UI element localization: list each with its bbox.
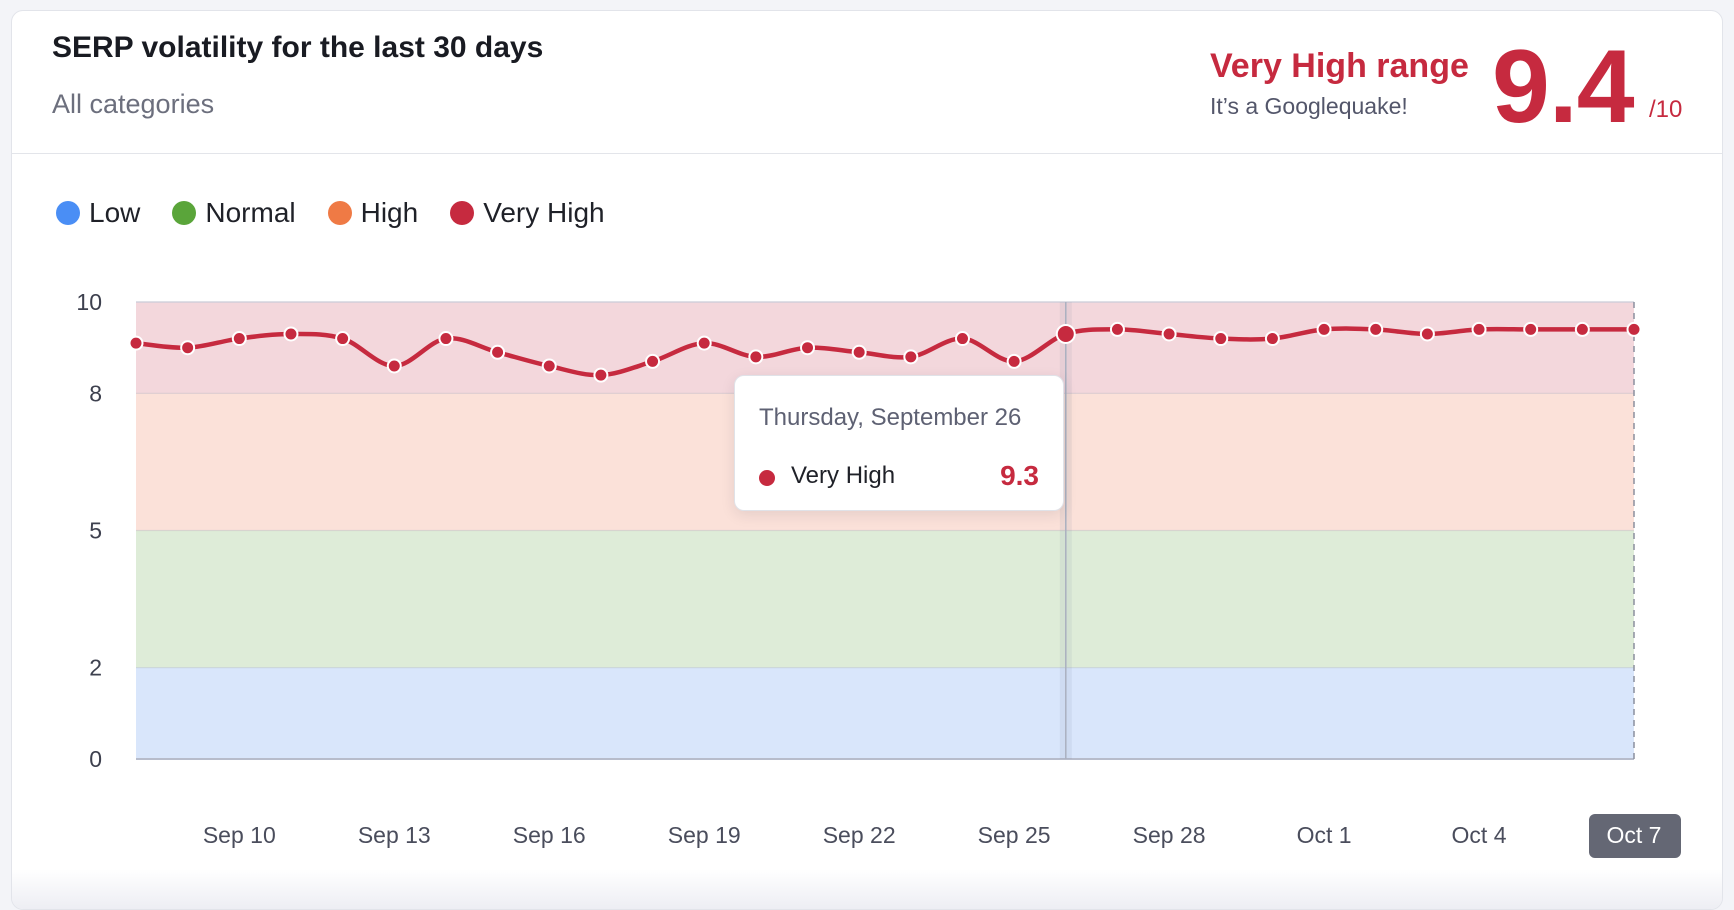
data-point	[1574, 321, 1590, 337]
y-tick-label: 10	[76, 289, 102, 315]
legend-dot-icon	[172, 201, 197, 225]
legend-label: Low	[89, 197, 141, 228]
data-point	[180, 340, 196, 356]
data-point	[231, 331, 247, 347]
chart-tooltip: Thursday, September 26 Very High 9.3	[734, 375, 1064, 511]
tooltip-series-dot-icon	[759, 470, 775, 486]
y-tick-label: 2	[89, 655, 102, 681]
legend-item-normal[interactable]: Normal	[172, 197, 296, 229]
legend-label: Very High	[483, 197, 605, 228]
volatility-card: SERP volatility for the last 30 days All…	[11, 10, 1723, 910]
data-point	[386, 358, 402, 374]
band-normal	[136, 530, 1634, 668]
x-tick-label: Oct 1	[1297, 822, 1352, 848]
range-description: It’s a Googlequake!	[1210, 93, 1408, 119]
data-point	[1055, 323, 1076, 344]
category-subtitle: All categories	[52, 89, 215, 119]
y-tick-label: 0	[89, 746, 102, 772]
data-point	[1471, 321, 1487, 337]
data-point	[335, 331, 351, 347]
x-tick-label: Oct 7	[1607, 822, 1662, 848]
legend-item-very-high[interactable]: Very High	[450, 197, 605, 229]
x-tick-label: Sep 28	[1133, 822, 1206, 848]
score-max: /10	[1649, 96, 1683, 123]
data-point	[541, 358, 557, 374]
x-tick-label: Oct 4	[1452, 822, 1507, 848]
x-tick-label: Sep 16	[513, 822, 586, 848]
data-point	[490, 344, 506, 360]
tooltip-value: 9.3	[1000, 460, 1039, 491]
x-tick-label: Sep 10	[203, 822, 276, 848]
tooltip-series-name: Very High	[791, 462, 896, 489]
range-label: Very High range	[1210, 47, 1469, 85]
chart-title: SERP volatility for the last 30 days	[52, 31, 544, 64]
data-point	[1264, 331, 1280, 347]
data-point	[1523, 321, 1539, 337]
data-point	[438, 331, 454, 347]
data-point	[851, 344, 867, 360]
data-point	[1213, 331, 1229, 347]
data-point	[1109, 321, 1125, 337]
data-point	[1626, 321, 1642, 337]
x-tick-label: Sep 19	[668, 822, 741, 848]
x-tick-label: Sep 22	[823, 822, 896, 848]
data-point	[1161, 326, 1177, 342]
x-tick-label: Sep 25	[978, 822, 1051, 848]
data-point	[748, 349, 764, 365]
card-header: SERP volatility for the last 30 days All…	[12, 11, 1722, 154]
legend-item-low[interactable]: Low	[56, 197, 140, 229]
y-tick-label: 5	[89, 518, 102, 544]
chart-legend: Low Normal High Very High	[56, 197, 637, 229]
data-point	[1006, 353, 1022, 369]
volatility-score: 9.4	[1492, 29, 1635, 145]
legend-label: High	[360, 197, 419, 228]
data-point	[800, 340, 816, 356]
legend-dot-icon	[450, 201, 475, 225]
legend-dot-icon	[327, 201, 352, 225]
data-point	[1316, 321, 1332, 337]
x-tick-highlight	[1589, 814, 1681, 858]
data-point	[593, 367, 609, 383]
data-point	[1368, 321, 1384, 337]
legend-dot-icon	[56, 201, 80, 225]
legend-item-high[interactable]: High	[327, 197, 419, 229]
data-point	[954, 331, 970, 347]
band-low	[136, 667, 1634, 759]
data-point	[645, 353, 661, 369]
y-tick-label: 8	[89, 380, 102, 406]
data-point	[696, 335, 712, 351]
legend-label: Normal	[205, 197, 296, 228]
data-point	[283, 326, 299, 342]
tooltip-date: Thursday, September 26	[759, 404, 1022, 431]
data-point	[1419, 326, 1435, 342]
data-point	[128, 335, 144, 351]
data-point	[903, 349, 919, 365]
x-tick-label: Sep 13	[358, 822, 431, 848]
